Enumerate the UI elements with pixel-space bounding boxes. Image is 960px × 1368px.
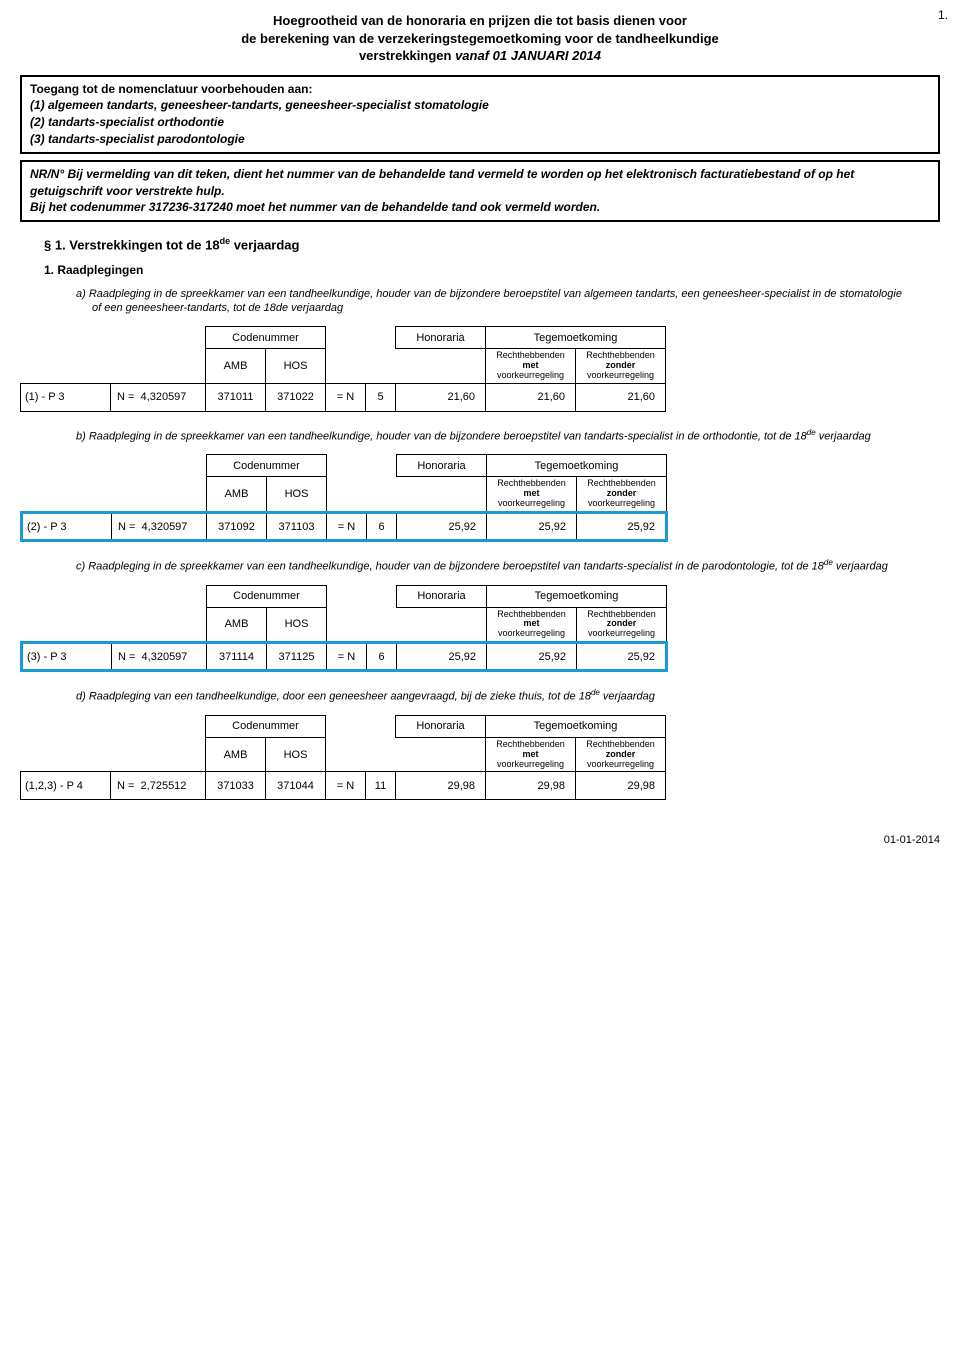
header-amb: AMB <box>206 737 266 772</box>
row-teg-met: 21,60 <box>486 383 576 411</box>
header-recht-met: Rechthebbendenmetvoorkeurregeling <box>487 607 577 643</box>
row-teg-met: 29,98 <box>486 772 576 800</box>
row-eqn: = N <box>326 772 366 800</box>
fee-table: Codenummer Honoraria Tegemoetkoming AMB … <box>20 585 668 673</box>
table-row: (1) - P 3 N = 4,320597 371011 371022 = N… <box>21 383 666 411</box>
item-description: c) Raadpleging in de spreekkamer van een… <box>92 558 910 575</box>
row-left: (3) - P 3 <box>22 643 112 671</box>
header-amb: AMB <box>206 349 266 384</box>
subsection-1: 1. Raadplegingen <box>44 263 940 277</box>
header-recht-zonder: Rechthebbendenzondervoorkeurregeling <box>576 737 666 772</box>
section-sup: de <box>220 236 231 246</box>
header-recht-met: Rechthebbendenmetvoorkeurregeling <box>486 737 576 772</box>
row-mult: 6 <box>367 513 397 541</box>
header-hos: HOS <box>266 737 326 772</box>
nr-line2: Bij het codenummer 317236-317240 moet he… <box>30 199 930 216</box>
header-honoraria: Honoraria <box>396 715 486 737</box>
nr-line1: NR/N° Bij vermelding van dit teken, dien… <box>30 166 930 200</box>
row-mult: 5 <box>366 383 396 411</box>
header-honoraria: Honoraria <box>396 327 486 349</box>
section-tail: verjaardag <box>230 238 299 253</box>
header-honoraria: Honoraria <box>397 455 487 477</box>
header-hos: HOS <box>267 477 327 513</box>
row-mult: 11 <box>366 772 396 800</box>
row-eqn: = N <box>327 513 367 541</box>
item-description: d) Raadpleging van een tandheelkundige, … <box>92 688 910 705</box>
row-eqn: = N <box>327 643 367 671</box>
footer-date: 01-01-2014 <box>884 834 940 846</box>
document-title: Hoegrootheid van de honoraria en prijzen… <box>20 12 940 75</box>
header-recht-zonder: Rechthebbendenzondervoorkeurregeling <box>577 477 667 513</box>
row-n: N = 4,320597 <box>112 643 207 671</box>
header-codenummer: Codenummer <box>206 327 326 349</box>
row-hos: 371044 <box>266 772 326 800</box>
header-tegemoetkoming: Tegemoetkoming <box>486 327 666 349</box>
header-amb: AMB <box>207 607 267 643</box>
row-eqn: = N <box>326 383 366 411</box>
access-item-3: (3) tandarts-specialist parodontologie <box>30 131 930 148</box>
access-box: Toegang tot de nomenclatuur voorbehouden… <box>20 75 940 154</box>
row-left: (2) - P 3 <box>22 513 112 541</box>
header-codenummer: Codenummer <box>207 455 327 477</box>
page-number-top: 1. <box>938 8 948 22</box>
item-description: a) Raadpleging in de spreekkamer van een… <box>92 287 910 317</box>
header-tegemoetkoming: Tegemoetkoming <box>486 715 666 737</box>
row-teg-zonder: 29,98 <box>576 772 666 800</box>
row-amb: 371011 <box>206 383 266 411</box>
row-amb: 371033 <box>206 772 266 800</box>
header-tegemoetkoming: Tegemoetkoming <box>487 585 667 607</box>
title-line3-italic: vanaf 01 JANUARI 2014 <box>455 48 601 63</box>
row-teg-zonder: 25,92 <box>577 513 667 541</box>
header-hos: HOS <box>266 349 326 384</box>
section-heading: § 1. Verstrekkingen tot de 18de verjaard… <box>44 236 940 252</box>
row-honoraria: 21,60 <box>396 383 486 411</box>
row-hos: 371103 <box>267 513 327 541</box>
row-n: N = 2,725512 <box>111 772 206 800</box>
row-mult: 6 <box>367 643 397 671</box>
row-n: N = 4,320597 <box>111 383 206 411</box>
header-honoraria: Honoraria <box>397 585 487 607</box>
row-teg-zonder: 25,92 <box>577 643 667 671</box>
row-honoraria: 25,92 <box>397 643 487 671</box>
row-honoraria: 29,98 <box>396 772 486 800</box>
access-item-2: (2) tandarts-specialist orthodontie <box>30 114 930 131</box>
table-row: (2) - P 3 N = 4,320597 371092 371103 = N… <box>22 513 667 541</box>
row-amb: 371092 <box>207 513 267 541</box>
fee-table: Codenummer Honoraria Tegemoetkoming AMB … <box>20 454 668 542</box>
table-row: (3) - P 3 N = 4,320597 371114 371125 = N… <box>22 643 667 671</box>
row-amb: 371114 <box>207 643 267 671</box>
item-description: b) Raadpleging in de spreekkamer van een… <box>92 428 910 445</box>
access-heading: Toegang tot de nomenclatuur voorbehouden… <box>30 81 930 98</box>
access-item-1: (1) algemeen tandarts, geneesheer-tandar… <box>30 97 930 114</box>
table-row: (1,2,3) - P 4 N = 2,725512 371033 371044… <box>21 772 666 800</box>
header-recht-zonder: Rechthebbendenzondervoorkeurregeling <box>576 349 666 384</box>
header-recht-zonder: Rechthebbendenzondervoorkeurregeling <box>577 607 667 643</box>
title-line3a: verstrekkingen <box>359 48 455 63</box>
header-amb: AMB <box>207 477 267 513</box>
row-hos: 371125 <box>267 643 327 671</box>
header-recht-met: Rechthebbendenmetvoorkeurregeling <box>487 477 577 513</box>
fee-table: Codenummer Honoraria Tegemoetkoming AMB … <box>20 715 666 801</box>
row-teg-met: 25,92 <box>487 643 577 671</box>
header-codenummer: Codenummer <box>207 585 327 607</box>
header-hos: HOS <box>267 607 327 643</box>
row-left: (1,2,3) - P 4 <box>21 772 111 800</box>
section-label: § 1. Verstrekkingen tot de 18 <box>44 238 220 253</box>
title-line1: Hoegrootheid van de honoraria en prijzen… <box>273 13 687 28</box>
row-left: (1) - P 3 <box>21 383 111 411</box>
fee-table: Codenummer Honoraria Tegemoetkoming AMB … <box>20 326 666 412</box>
row-hos: 371022 <box>266 383 326 411</box>
row-teg-zonder: 21,60 <box>576 383 666 411</box>
row-n: N = 4,320597 <box>112 513 207 541</box>
title-line2: de berekening van de verzekeringstegemoe… <box>241 31 719 46</box>
header-codenummer: Codenummer <box>206 715 326 737</box>
row-honoraria: 25,92 <box>397 513 487 541</box>
header-recht-met: Rechthebbendenmetvoorkeurregeling <box>486 349 576 384</box>
nr-box: NR/N° Bij vermelding van dit teken, dien… <box>20 160 940 222</box>
row-teg-met: 25,92 <box>487 513 577 541</box>
header-tegemoetkoming: Tegemoetkoming <box>487 455 667 477</box>
